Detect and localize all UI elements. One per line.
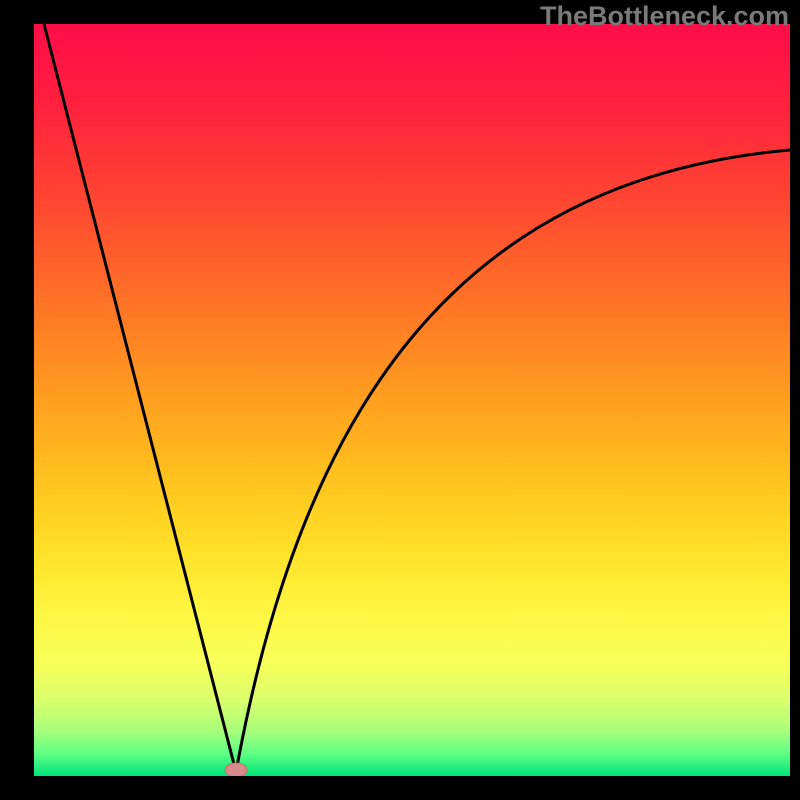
bottleneck-curve [44,24,790,772]
border-bottom [0,776,800,800]
border-left [0,0,34,800]
border-right [790,0,800,800]
minimum-marker [225,763,247,777]
chart-container: TheBottleneck.com [0,0,800,800]
curve-layer [0,0,800,800]
watermark-text: TheBottleneck.com [540,1,789,32]
